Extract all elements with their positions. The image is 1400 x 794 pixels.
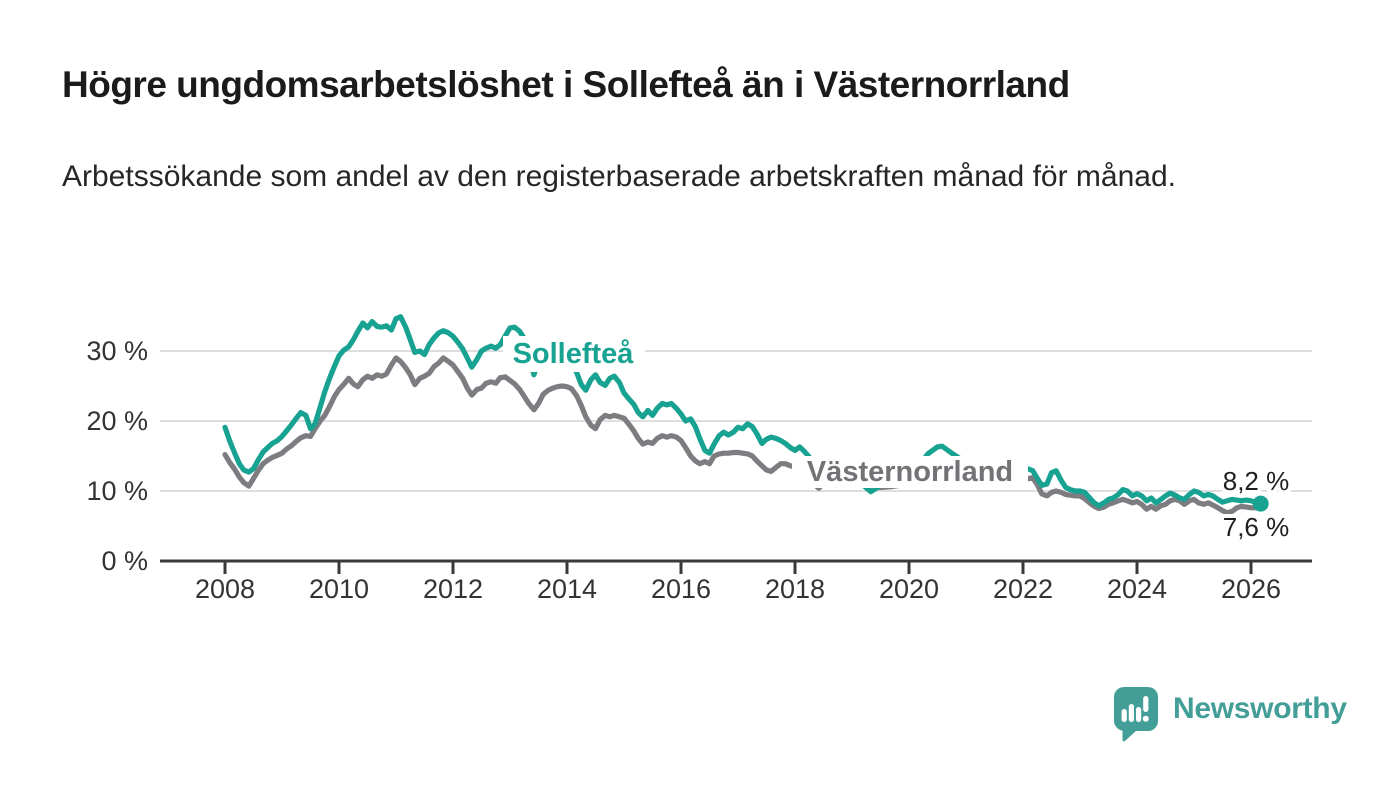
x-tick-label: 2016 xyxy=(651,574,711,604)
x-axis: 2008 2010 2012 2014 2016 2018 2020 2022 2024 2026 xyxy=(160,559,1312,604)
series-label-text: Västernorrland xyxy=(807,456,1013,488)
x-tick-label: 2012 xyxy=(423,574,483,604)
page-title: Högre ungdomsarbetslöshet i Sollefteå än… xyxy=(62,64,1070,105)
x-tick-label: 2010 xyxy=(309,574,369,604)
series-line-vsternorrland xyxy=(222,355,1265,516)
newsworthy-logo-icon xyxy=(1114,687,1158,742)
x-tick-label: 2018 xyxy=(765,574,825,604)
bar-medium xyxy=(1128,704,1134,722)
x-tick-label: 2022 xyxy=(993,574,1053,604)
series-end-dot xyxy=(1252,495,1269,512)
exclamation-bar xyxy=(1143,696,1149,712)
y-tick-label: 0 % xyxy=(101,546,148,576)
y-axis-labels: 0 % 10 % 20 % 30 % xyxy=(86,336,148,576)
x-tick-label: 2024 xyxy=(1107,574,1167,604)
series-label-mask xyxy=(503,336,645,372)
exclamation-dot xyxy=(1142,715,1149,722)
x-tick-label: 2026 xyxy=(1221,574,1281,604)
bar-tall xyxy=(1136,707,1142,722)
newsworthy-brand: Newsworthy xyxy=(1113,686,1347,744)
x-tick-label: 2008 xyxy=(195,574,255,604)
y-tick-label: 10 % xyxy=(86,476,148,506)
series-label-vsternorrland: Västernorrland xyxy=(792,456,1028,488)
y-tick-label: 30 % xyxy=(86,336,148,366)
series-label-text: Sollefteå xyxy=(513,338,635,370)
series-label-mask xyxy=(792,456,1028,488)
newsworthy-wordmark: Newsworthy xyxy=(1173,692,1347,725)
bar-short xyxy=(1121,709,1127,722)
end-value-label-vsternorrland: 7,6 % xyxy=(1223,512,1290,542)
series-label-sollefte: Sollefteå xyxy=(503,336,645,372)
x-tick-label: 2014 xyxy=(537,574,597,604)
end-value-label-sollefte: 8,2 % xyxy=(1223,466,1290,496)
series-line-sollefte xyxy=(222,314,1264,509)
page-subtitle: Arbetssökande som andel av den registerb… xyxy=(62,160,1176,193)
y-tick-label: 20 % xyxy=(86,406,148,436)
x-tick-label: 2020 xyxy=(879,574,939,604)
